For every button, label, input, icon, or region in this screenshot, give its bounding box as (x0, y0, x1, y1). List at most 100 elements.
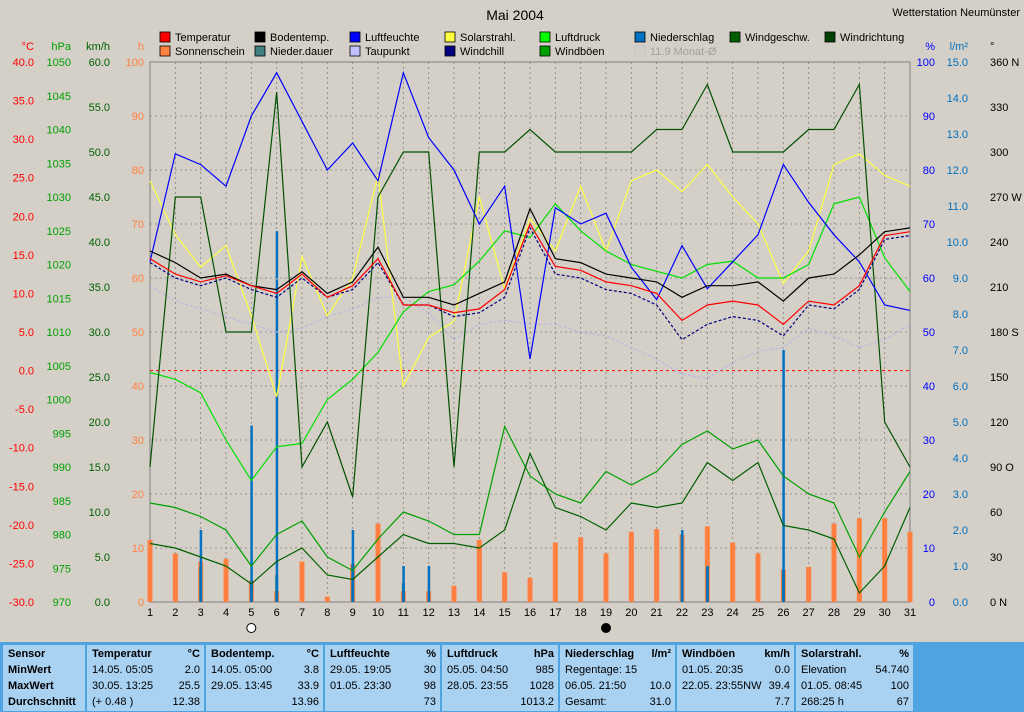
bar-precipitation (681, 530, 684, 602)
axis-tick-humidity: 90 (923, 111, 935, 123)
axis-tick-temp: 40.0 (13, 57, 34, 69)
axis-tick-humidity: 60 (923, 273, 935, 285)
axis-tick-pressure: 1035 (47, 158, 71, 170)
stats-column: Bodentemp. °C 14.05. 05:00 3.8 29.05. 13:45 3… (206, 645, 323, 711)
axis-unit-pressure: hPa (51, 41, 71, 53)
stats-column-header: Luftdruck (447, 648, 498, 660)
series-line-windrichtung (149, 82, 911, 498)
series-line-bodentemp- (149, 207, 911, 306)
axis-tick-day: 15 (499, 607, 511, 619)
stats-row: 14.05. 05:05 2.0 (92, 664, 200, 680)
axis-tick-pressure: 1050 (47, 57, 71, 69)
stats-column-header: Luftfeuchte (330, 648, 390, 660)
axis-tick-rain: 0.0 (953, 597, 968, 609)
legend-swatch (634, 45, 646, 57)
legend-label: Sonnenschein (175, 46, 245, 58)
legend-swatch (159, 31, 171, 43)
axis-tick-direction: 30 (990, 552, 1002, 564)
axis-tick-rain: 2.0 (953, 525, 968, 537)
axis-unit-humidity: % (925, 41, 935, 53)
bar-sunshine (856, 518, 862, 602)
stats-cell-label: 268:25 h (801, 696, 844, 708)
legend-swatch (349, 45, 361, 57)
axis-tick-direction: 360 N (990, 57, 1019, 69)
legend-swatch (159, 45, 171, 57)
legend-swatch (349, 31, 361, 43)
axis-tick-rain: 15.0 (947, 57, 968, 69)
axis-tick-humidity: 50 (923, 327, 935, 339)
axis-tick-temp: -10.0 (9, 443, 34, 455)
stats-cell-label: 06.05. 21:50 (565, 680, 627, 692)
axis-tick-rain: 10.0 (947, 237, 968, 249)
axis-tick-pressure: 1000 (47, 395, 71, 407)
axis-tick-rain: 8.0 (953, 309, 968, 321)
axis-tick-sun: 90 (132, 111, 144, 123)
axis-tick-temp: -20.0 (9, 520, 34, 532)
stats-cell-value: 67 (896, 696, 909, 708)
bar-sunshine (704, 526, 710, 602)
axis-tick-day: 25 (752, 607, 764, 619)
stats-cell-value: 31.0 (649, 696, 671, 708)
stats-cell-value: 12.38 (172, 696, 200, 708)
stats-cell-value: 33.9 (297, 680, 319, 692)
stats-column-unit: l/m² (651, 648, 671, 660)
stats-cell-value: 7.7 (774, 696, 790, 708)
stats-cell-value: 73 (423, 696, 436, 708)
axis-tick-temp: -25.0 (9, 558, 34, 570)
legend-swatch (729, 31, 741, 43)
stats-column-unit: km/h (764, 648, 790, 660)
stats-table: Sensor MinWert MaxWert Durchschnitt Temperat… (0, 642, 1024, 712)
stats-cell-value: 54.740 (875, 664, 909, 676)
axis-tick-wind: 0.0 (95, 597, 110, 609)
axis-tick-pressure: 970 (53, 597, 71, 609)
axis-tick-pressure: 1015 (47, 293, 71, 305)
stats-cell-value: 1013.2 (520, 696, 554, 708)
stats-row: 01.05. 08:45 100 (801, 680, 909, 696)
axis-tick-day: 8 (324, 607, 330, 619)
axis-tick-direction: 330 (990, 102, 1008, 114)
axis-tick-sun: 20 (132, 489, 144, 501)
legend-swatch (539, 45, 551, 57)
axis-tick-rain: 3.0 (953, 489, 968, 501)
stats-column-header: Bodentemp. (211, 648, 275, 660)
legend-label: Niederschlag (650, 32, 714, 44)
stats-cell-label: MaxWert (8, 680, 54, 692)
axis-tick-sun: 70 (132, 219, 144, 231)
axis-tick-humidity: 0 (929, 597, 935, 609)
series-line-taupunkt (149, 285, 911, 379)
stats-column-header: Sensor (8, 648, 46, 660)
legend-label: Luftdruck (555, 32, 601, 44)
axis-tick-pressure: 1040 (47, 125, 71, 137)
bar-sunshine (375, 523, 381, 602)
stats-cell-label: 28.05. 23:55 (447, 680, 509, 692)
stats-row: 73 (330, 696, 436, 712)
stats-cell-value: 100 (890, 680, 909, 692)
bar-sunshine (324, 596, 330, 602)
axis-tick-direction: 90 O (990, 462, 1014, 474)
bar-sunshine (806, 566, 812, 602)
axis-tick-wind: 40.0 (89, 237, 110, 249)
axis-tick-day: 1 (147, 607, 153, 619)
axis-tick-direction: 60 (990, 507, 1002, 519)
legend-swatch (254, 45, 266, 57)
axis-tick-day: 4 (223, 607, 229, 619)
axis-tick-wind: 15.0 (89, 462, 110, 474)
stats-row: Durchschnitt (8, 696, 81, 712)
bar-precipitation (427, 566, 431, 602)
bar-sunshine (527, 577, 533, 602)
legend-label: 11.9 Monat-Ø (650, 46, 717, 58)
bar-sunshine (552, 542, 558, 602)
axis-tick-direction: 120 (990, 417, 1008, 429)
legend-swatch (444, 31, 456, 43)
bar-sunshine (654, 529, 660, 602)
stats-row: 30.05. 13:25 25.5 (92, 680, 200, 696)
legend-label: Windchill (460, 46, 504, 58)
axis-tick-humidity: 30 (923, 435, 935, 447)
axis-tick-wind: 45.0 (89, 192, 110, 204)
axis-tick-direction: 300 (990, 147, 1008, 159)
axis-tick-direction: 240 (990, 237, 1008, 249)
stats-row: 22.05. 23:55NW 39.4 (682, 680, 790, 696)
axis-tick-direction: 210 (990, 282, 1008, 294)
bar-sunshine (603, 553, 609, 602)
axis-tick-wind: 5.0 (95, 552, 110, 564)
